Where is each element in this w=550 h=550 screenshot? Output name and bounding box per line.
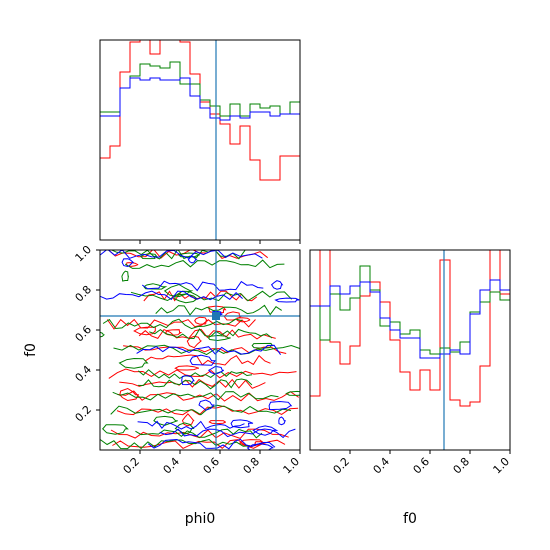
contour-loop-0 <box>207 305 227 314</box>
contour-line-1 <box>113 344 300 356</box>
contour-line-1 <box>102 318 243 330</box>
contour-loop-0 <box>174 365 200 371</box>
contour-line-2 <box>141 280 264 292</box>
contour-line-2 <box>137 420 245 430</box>
contour-loop-1 <box>100 331 106 338</box>
f0-hist-series-0 <box>310 250 510 450</box>
contour-line-1 <box>155 304 282 316</box>
contour-line-2 <box>147 438 276 450</box>
f0-histogram-panel: 0.2 0.4 0.6 0.8 1.0 <box>309 249 513 477</box>
x-axis-label-f0: f0 <box>403 511 417 527</box>
contour-loop-1 <box>163 283 194 298</box>
contour-loop-1 <box>118 357 149 369</box>
contour-loop-1 <box>174 293 198 304</box>
contour-line-0 <box>116 405 299 416</box>
contour-line-2 <box>136 344 282 355</box>
phi0-histogram-panel <box>99 39 301 244</box>
f0-hist-xtick-label: 0.2 <box>331 455 353 477</box>
contour-loop-2 <box>207 365 224 375</box>
contour-loop-2 <box>189 354 217 366</box>
contour-loop-0 <box>186 335 203 349</box>
f0-hist-frame <box>309 249 511 451</box>
contour-loop-0 <box>133 326 156 336</box>
contour-loop-0 <box>181 413 195 427</box>
f0-hist-xtick-label: 0.8 <box>451 455 473 477</box>
contour-line-0 <box>145 354 271 366</box>
x-axis-label-phi0: phi0 <box>185 511 216 527</box>
f0-hist-series-2 <box>310 279 510 450</box>
f0-hist-xtick-label: 0.6 <box>411 455 433 477</box>
contour-line-1 <box>110 250 246 260</box>
joint-ytick-label: 0.8 <box>73 283 95 305</box>
contour-loop-1 <box>121 270 129 282</box>
contour-loop-2 <box>278 416 286 426</box>
contour-loop-0 <box>236 317 251 323</box>
joint-ytick-label: 0.2 <box>73 403 95 425</box>
contour-line-0 <box>138 328 276 340</box>
f0-hist-xtick-label: 0.4 <box>371 455 393 477</box>
contour-line-0 <box>117 390 299 402</box>
phi0-hist-plot-area <box>100 40 300 240</box>
joint-frame <box>99 249 301 451</box>
contour-loop-1 <box>285 390 300 396</box>
joint-ytick-label: 1.0 <box>73 243 95 265</box>
contour-line-2 <box>100 290 243 301</box>
phi0-hist-frame <box>99 39 301 241</box>
joint-xtick-label: 0.2 <box>121 455 143 477</box>
joint-ytick-label: 0.6 <box>73 323 95 345</box>
contour-line-1 <box>130 290 293 302</box>
contour-line-0 <box>112 439 286 449</box>
joint-xtick-label: 0.8 <box>241 455 263 477</box>
contour-loop-1 <box>143 283 168 290</box>
truth-marker <box>212 312 220 320</box>
contour-loop-2 <box>187 255 198 264</box>
contour-loop-1 <box>174 422 195 435</box>
y-axis-label-f0: f0 <box>23 343 39 357</box>
contour-line-1 <box>110 404 292 416</box>
phi0-hist-series-2 <box>100 77 300 240</box>
contour-loop-2 <box>121 258 135 268</box>
contour-loop-0 <box>194 316 208 325</box>
contour-loop-1 <box>207 334 231 342</box>
contour-loop-2 <box>274 297 300 303</box>
contour-line-0 <box>119 378 266 389</box>
phi0-hist-series-0 <box>100 40 300 240</box>
contour-loop-2 <box>252 425 279 436</box>
contour-line-1 <box>135 428 263 439</box>
contour-loop-1 <box>102 424 129 435</box>
contour-line-1 <box>138 378 253 390</box>
f0-hist-plot-area <box>310 250 510 450</box>
joint-xtick-label: 0.6 <box>201 455 223 477</box>
contour-loop-2 <box>198 399 215 411</box>
contour-loop-2 <box>270 280 284 290</box>
contour-line-2 <box>100 250 263 259</box>
contour-line-1 <box>124 259 285 269</box>
phi0-hist-series-1 <box>100 61 300 240</box>
joint-xtick-label: 0.4 <box>161 455 183 477</box>
contour-loop-1 <box>177 252 200 258</box>
contour-loop-2 <box>268 400 293 411</box>
joint-xtick-label: 1.0 <box>281 455 303 477</box>
joint-ytick-label: 0.4 <box>73 363 95 385</box>
f0-hist-xtick-label: 1.0 <box>491 455 513 477</box>
contour-loop-0 <box>254 441 263 446</box>
contour-loop-0 <box>208 420 226 425</box>
phi0-f0-contour-panel: 0.2 0.4 0.6 0.8 1.0 0.2 0.4 0.6 0.8 1.0 <box>73 243 303 477</box>
contour-loop-2 <box>181 374 195 386</box>
contour-line-1 <box>137 369 253 379</box>
contour-line-1 <box>112 391 279 401</box>
joint-plot-area <box>100 250 300 450</box>
contour-loop-1 <box>251 342 274 349</box>
contour-line-0 <box>108 368 297 379</box>
contour-loop-2 <box>230 419 254 429</box>
